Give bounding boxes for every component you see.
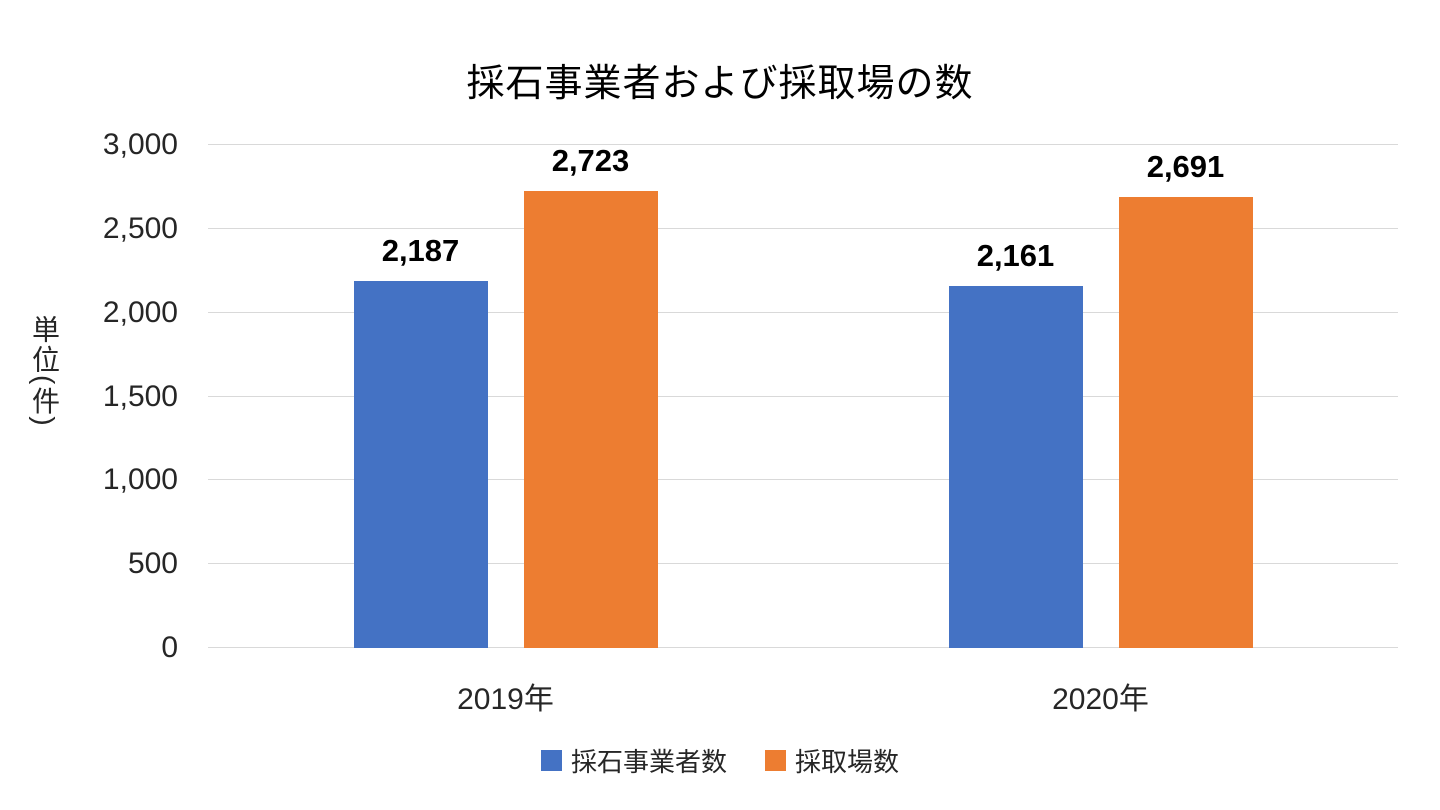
bar-value-label: 2,161 xyxy=(976,237,1055,273)
y-axis-ticks: 0 500 1,000 1,500 2,000 2,500 3,000 xyxy=(0,128,178,664)
bar xyxy=(1118,196,1253,648)
bar-unit: 2,691 xyxy=(1118,148,1253,648)
bar-value-label: 2,691 xyxy=(1146,148,1225,184)
gridline xyxy=(208,311,1398,313)
x-axis-labels: 2019年 2020年 xyxy=(208,674,1398,718)
bar xyxy=(523,191,658,648)
y-tick-label: 2,500 xyxy=(102,211,178,245)
y-axis-title: 単位(件) xyxy=(29,315,60,428)
bar-unit: 2,161 xyxy=(948,237,1083,648)
gridline xyxy=(208,227,1398,229)
legend-label: 採取場数 xyxy=(795,747,900,777)
gridline xyxy=(208,563,1398,565)
y-tick-label: 500 xyxy=(127,547,178,581)
bar xyxy=(353,281,488,648)
plot-area: 2,187 2,723 2,161 2,691 xyxy=(208,143,1398,648)
legend: 採石事業者数 採取場数 xyxy=(0,742,1440,779)
gridline xyxy=(208,395,1398,397)
gridline xyxy=(208,479,1398,481)
y-tick-label: 3,000 xyxy=(102,128,178,161)
legend-swatch-icon xyxy=(765,750,786,771)
legend-item: 採取場数 xyxy=(765,742,899,779)
bar-value-label: 2,723 xyxy=(551,143,630,179)
bar xyxy=(948,285,1083,648)
bar-unit: 2,187 xyxy=(353,233,488,648)
bar-value-label: 2,187 xyxy=(381,233,460,269)
y-tick-label: 1,500 xyxy=(102,379,178,413)
y-tick-label: 0 xyxy=(161,631,178,664)
y-tick-label: 1,000 xyxy=(102,463,178,497)
x-category-label: 2020年 xyxy=(1052,683,1149,716)
legend-item: 採石事業者数 xyxy=(540,742,727,779)
x-category-label: 2019年 xyxy=(457,683,554,716)
bar-unit: 2,723 xyxy=(523,143,658,648)
gridline xyxy=(208,144,1398,145)
bar-group: 2,161 2,691 xyxy=(803,145,1398,648)
legend-swatch-icon xyxy=(540,750,562,771)
chart-title: 採石事業者および採取場の数 xyxy=(466,63,974,105)
y-tick-label: 2,000 xyxy=(102,295,178,329)
legend-label: 採石事業者数 xyxy=(570,747,727,777)
bar-group: 2,187 2,723 xyxy=(208,143,803,648)
gridline xyxy=(208,647,1398,648)
